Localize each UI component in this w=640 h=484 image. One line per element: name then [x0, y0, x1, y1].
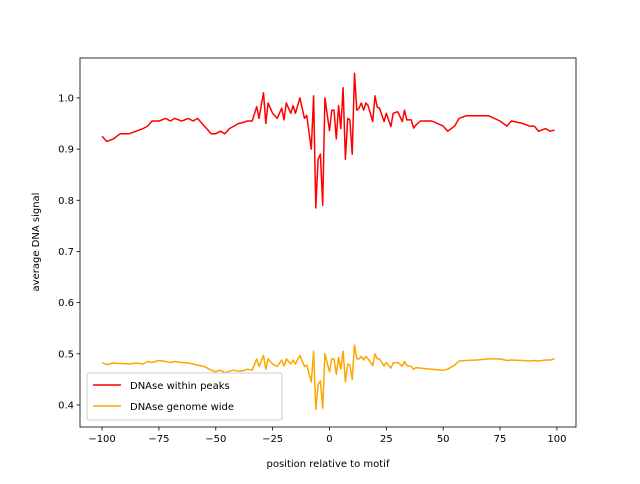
axes-frame — [79, 57, 577, 428]
x-tick-label: 50 — [437, 434, 450, 445]
y-axis: 0.4 0.5 0.6 0.7 0.8 0.9 1.0 — [58, 93, 80, 411]
series-line-1 — [101, 344, 555, 411]
y-tick-label: 0.8 — [58, 196, 74, 207]
y-tick-label: 0.4 — [58, 400, 74, 411]
y-tick-label: 0.6 — [58, 298, 74, 309]
series-layer — [101, 72, 555, 411]
y-tick-label: 0.9 — [58, 145, 74, 156]
legend-label-peaks: DNAse within peaks — [130, 381, 230, 392]
series-line-0 — [101, 72, 555, 209]
y-axis-label: average DNA signal — [31, 193, 42, 292]
x-axis-label: position relative to motif — [267, 459, 390, 470]
x-tick-label: −25 — [262, 434, 283, 445]
x-tick-label: −50 — [205, 434, 226, 445]
x-tick-label: −75 — [148, 434, 169, 445]
legend-label-genome: DNAse genome wide — [130, 402, 234, 413]
x-axis: −100 −75 −50 −25 0 25 50 75 100 — [88, 427, 566, 445]
x-tick-label: 0 — [326, 434, 332, 445]
y-tick-label: 0.5 — [58, 349, 74, 360]
x-tick-label: 75 — [494, 434, 507, 445]
legend: DNAse within peaks DNAse genome wide — [86, 372, 283, 421]
x-tick-label: 25 — [380, 434, 393, 445]
y-tick-label: 1.0 — [58, 93, 74, 104]
x-tick-label: −100 — [88, 434, 115, 445]
legend-box — [86, 372, 283, 421]
y-tick-label: 0.7 — [58, 247, 74, 258]
x-tick-label: 100 — [547, 434, 566, 445]
